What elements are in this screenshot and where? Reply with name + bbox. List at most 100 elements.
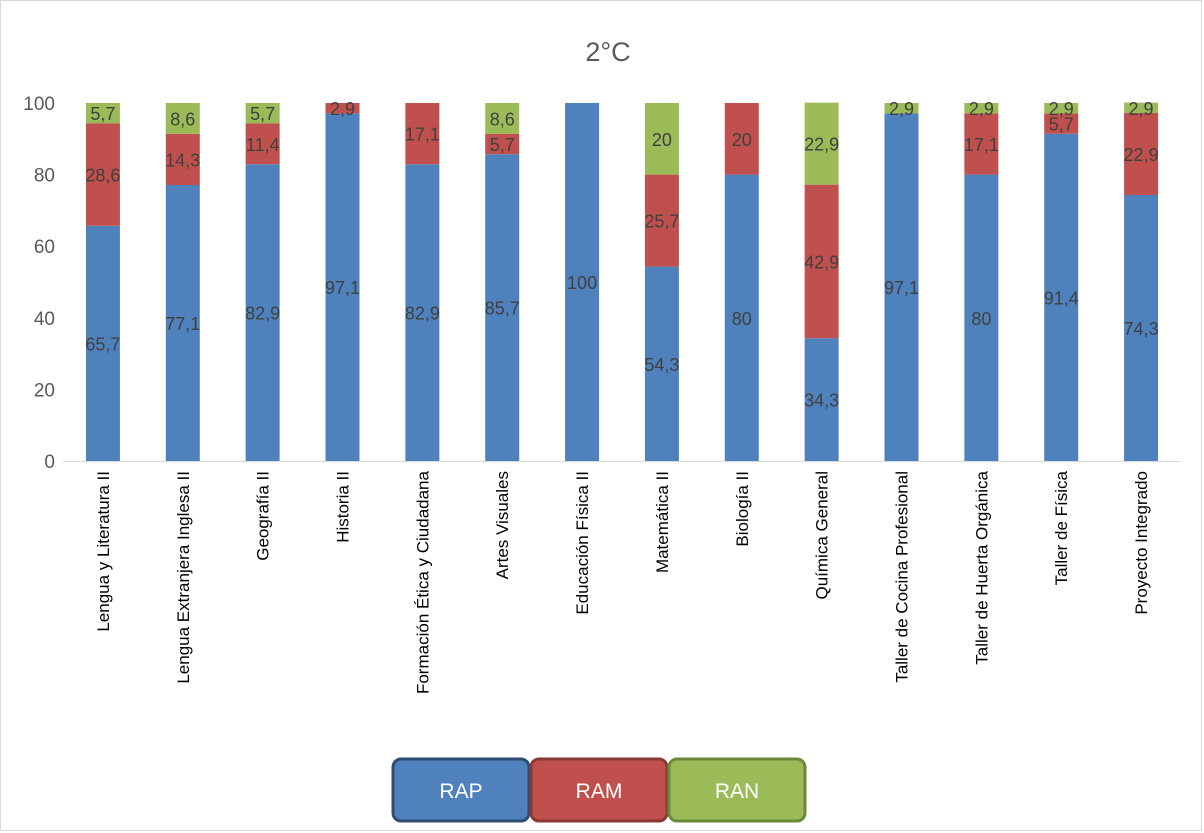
bar-ran	[1124, 102, 1159, 114]
data-label-rap: 77,1	[165, 314, 200, 334]
data-label-ram: 5,7	[490, 135, 515, 155]
bar-rap	[245, 164, 280, 461]
bar-rap	[644, 266, 679, 461]
data-label-ram: 20	[732, 130, 752, 150]
y-tick-label: 60	[34, 237, 55, 258]
bar-ram	[964, 113, 999, 175]
data-label-ran: 2,9	[969, 99, 994, 119]
x-tick-label: Lengua y Literatura II	[94, 471, 113, 632]
data-label-ran: 2,9	[889, 99, 914, 119]
y-axis: 0 20 40 60 80 100	[23, 94, 55, 473]
bars	[85, 102, 1159, 462]
data-label-rap: 82,9	[245, 304, 280, 324]
y-tick-label: 0	[44, 452, 55, 473]
data-label-ran: 8,6	[170, 109, 195, 129]
x-tick-label: Taller de Huerta Orgánica	[972, 470, 991, 664]
data-label-rap: 74,3	[1124, 319, 1159, 339]
bar-ran	[1044, 103, 1079, 114]
bar-rap	[565, 103, 600, 461]
legend-swatch-ran	[667, 757, 807, 823]
data-label-rap: 82,9	[405, 304, 440, 324]
bar-rap	[165, 184, 200, 461]
bar-rap	[1044, 133, 1079, 461]
data-label-ram: 5,7	[1049, 115, 1074, 135]
y-tick-label: 20	[34, 380, 55, 401]
data-label-ram: 2,9	[330, 99, 355, 119]
x-tick-label: Geografía II	[254, 471, 273, 561]
bar-rap	[325, 113, 360, 461]
data-label-ran: 5,7	[90, 104, 115, 124]
data-label-ram: 22,9	[1124, 145, 1159, 165]
bar-ran	[485, 103, 520, 134]
x-tick-label: Taller de Física	[1052, 470, 1071, 585]
bar-ram	[325, 103, 360, 114]
x-tick-label: Matemática II	[653, 471, 672, 573]
data-label-rap: 34,3	[804, 391, 839, 411]
data-label-ran: 20	[652, 130, 672, 150]
bar-rap	[485, 154, 520, 461]
bar-ram	[485, 133, 520, 155]
x-tick-label: Historia II	[334, 471, 353, 543]
legend-swatch-rap	[391, 757, 531, 823]
data-label-rap: 80	[732, 309, 752, 329]
bar-rap	[884, 113, 919, 461]
legend-label-ran: RAN	[715, 780, 759, 803]
x-tick-label: Química General	[813, 471, 832, 600]
bar-ram	[724, 103, 759, 175]
data-label-ran: 22,9	[804, 135, 839, 155]
x-tick-label: Lengua Extranjera Inglesa II	[174, 471, 193, 684]
data-label-rap: 80	[971, 309, 991, 329]
bar-ram	[804, 184, 839, 339]
bar-rap	[804, 338, 839, 461]
legend-label-ram: RAM	[576, 780, 623, 803]
bar-ran	[964, 103, 999, 114]
bar-ran	[644, 103, 679, 175]
data-label-rap: 54,3	[644, 355, 679, 375]
bar-ram	[245, 123, 280, 165]
chart-title: 2°C	[585, 37, 630, 67]
data-label-ran: 2,9	[1049, 99, 1074, 119]
bar-ran	[245, 103, 280, 124]
x-tick-label: Biología II	[733, 471, 752, 547]
y-tick-label: 100	[23, 94, 55, 115]
data-label-rap: 85,7	[485, 299, 520, 319]
data-label-ram: 14,3	[165, 150, 200, 170]
x-tick-label: Taller de Cocina Profesional	[893, 471, 912, 683]
bar-ran	[804, 102, 839, 185]
bar-ran	[165, 103, 200, 134]
bar-ran	[85, 103, 120, 124]
bar-rap	[964, 174, 999, 461]
y-tick-label: 80	[34, 166, 55, 187]
bar-ram	[165, 133, 200, 185]
data-label-ran: 5,7	[250, 104, 275, 124]
legend-swatch-ram	[529, 757, 669, 823]
bar-ram	[405, 103, 440, 165]
bar-rap	[724, 174, 759, 461]
data-label-ram: 11,4	[246, 135, 280, 155]
y-tick-label: 40	[34, 309, 55, 330]
data-label-rap: 97,1	[325, 278, 360, 298]
data-label-ran: 8,6	[490, 109, 515, 129]
data-label-ran: 2,9	[1129, 99, 1154, 119]
legend-label-rap: RAP	[439, 780, 482, 803]
bar-ran	[884, 103, 919, 114]
data-label-ram: 17,1	[964, 135, 999, 155]
data-label-rap: 97,1	[884, 278, 919, 298]
bar-rap	[1124, 195, 1159, 462]
data-label-ram: 42,9	[804, 252, 839, 272]
bar-ram	[644, 174, 679, 267]
bar-ram	[1124, 113, 1159, 196]
x-tick-label: Artes Visuales	[493, 471, 512, 579]
data-label-rap: 100	[567, 273, 597, 293]
data-labels: 65,7 28,6 5,7 77,1 14,3 8,6 82,9 11,4 5,7 97,1 2,9…	[85, 99, 1158, 411]
x-tick-label: Proyecto Integrado	[1132, 471, 1151, 615]
legend: RAP RAM RAN	[391, 757, 807, 823]
data-label-rap: 91,4	[1044, 288, 1079, 308]
bar-rap	[405, 164, 440, 461]
data-label-rap: 65,7	[85, 334, 120, 354]
bar-ram	[85, 123, 120, 226]
bar-rap	[85, 225, 120, 461]
data-label-ram: 17,1	[405, 125, 440, 145]
